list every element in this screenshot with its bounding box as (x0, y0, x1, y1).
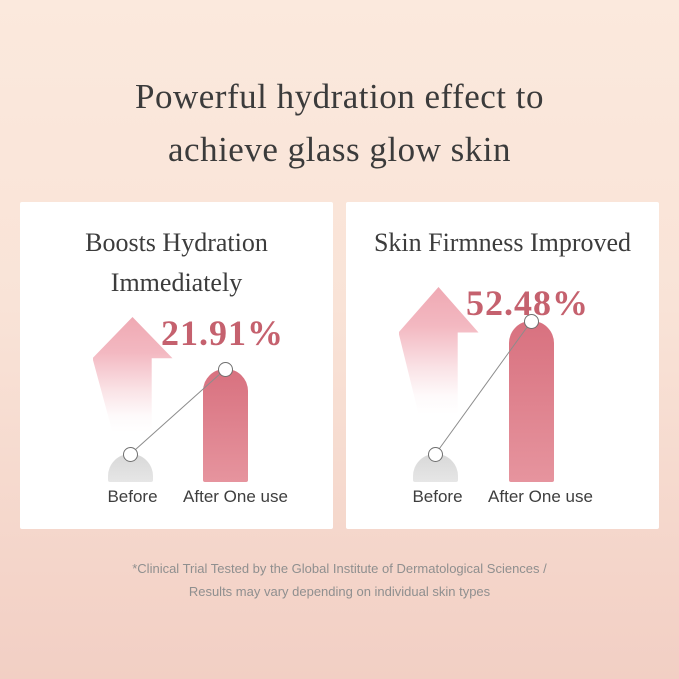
infographic: Powerful hydration effect to achieve gla… (0, 77, 679, 599)
cards-row: Boosts Hydration Immediately 21.91% Befor… (0, 202, 679, 529)
category-label-after: After One use (183, 487, 288, 506)
card-title-firmness: Skin Firmness Improved (373, 228, 632, 257)
category-label-after: After One use (488, 487, 593, 506)
chart-hydration: 21.91% Before After One use (47, 284, 307, 509)
trend-line (434, 320, 532, 455)
card-title-hydration: Boosts Hydration Immediately (85, 228, 268, 297)
data-point-marker-before (427, 446, 443, 462)
data-point-marker-before (122, 446, 138, 462)
trend-line (129, 368, 226, 455)
category-label-before: Before (412, 487, 463, 506)
card-firmness: Skin Firmness Improved 52.48% Before After… (346, 202, 659, 529)
data-point-marker-after (523, 313, 539, 329)
data-point-marker-after (217, 361, 233, 377)
bar-after (202, 369, 248, 482)
chart-firmness: 52.48% Before After One use (373, 284, 633, 509)
category-label-before: Before (107, 487, 158, 506)
bar-after (508, 321, 554, 482)
disclaimer-text: *Clinical Trial Tested by the Global Ins… (132, 561, 547, 599)
improvement-percentage: 21.91% (161, 313, 284, 353)
page-title: Powerful hydration effect to achieve gla… (135, 77, 544, 169)
card-hydration: Boosts Hydration Immediately 21.91% Befor… (20, 202, 333, 529)
improvement-percentage: 52.48% (466, 283, 589, 323)
